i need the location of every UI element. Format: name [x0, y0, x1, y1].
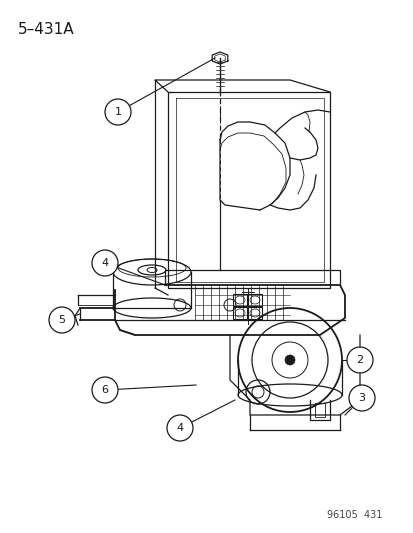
Circle shape [166, 415, 192, 441]
Text: 3: 3 [358, 393, 365, 403]
Circle shape [92, 377, 118, 403]
Bar [233, 307, 247, 319]
Text: 4: 4 [176, 423, 183, 433]
Bar [233, 294, 247, 306]
Text: 2: 2 [356, 355, 363, 365]
Text: 4: 4 [101, 258, 108, 268]
Text: 5: 5 [58, 315, 65, 325]
Circle shape [92, 250, 118, 276]
Circle shape [346, 347, 372, 373]
Circle shape [284, 355, 294, 365]
Circle shape [348, 385, 374, 411]
Bar [247, 307, 261, 319]
Text: 5–431A: 5–431A [18, 22, 74, 37]
Text: 96105  431: 96105 431 [327, 510, 382, 520]
Circle shape [105, 99, 131, 125]
Text: 1: 1 [114, 107, 121, 117]
Circle shape [49, 307, 75, 333]
Bar [247, 294, 261, 306]
Text: 6: 6 [101, 385, 108, 395]
